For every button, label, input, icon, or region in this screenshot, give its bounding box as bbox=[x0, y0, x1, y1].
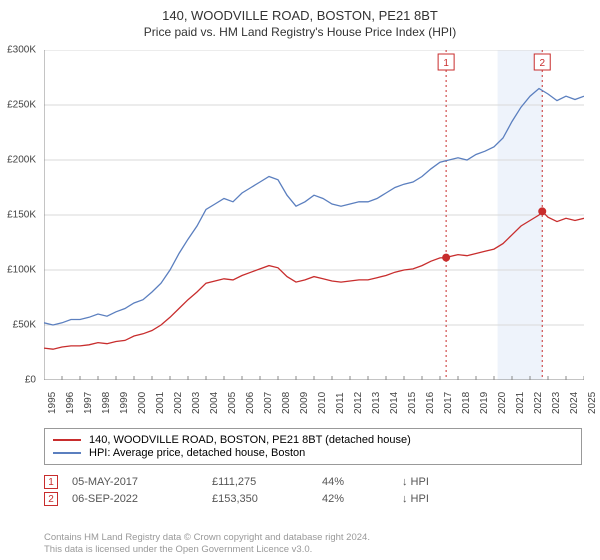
data-row-1: 1 05-MAY-2017 £111,275 44% ↓ HPI bbox=[44, 475, 582, 489]
x-tick-label: 2018 bbox=[461, 392, 472, 414]
legend-item-property: 140, WOODVILLE ROAD, BOSTON, PE21 8BT (d… bbox=[53, 434, 573, 446]
y-axis: £0£50K£100K£150K£200K£250K£300K bbox=[0, 50, 40, 380]
x-tick-label: 2025 bbox=[587, 392, 598, 414]
x-tick-label: 2010 bbox=[317, 392, 328, 414]
x-tick-label: 2005 bbox=[227, 392, 238, 414]
x-tick-label: 2011 bbox=[335, 392, 346, 414]
x-tick-label: 2023 bbox=[551, 392, 562, 414]
marker-badge-2: 2 bbox=[44, 492, 58, 506]
y-tick-label: £300K bbox=[7, 45, 36, 56]
svg-text:2: 2 bbox=[539, 58, 545, 69]
data-pct-2: 42% bbox=[322, 493, 402, 505]
legend-swatch-property bbox=[53, 439, 81, 441]
x-tick-label: 2020 bbox=[497, 392, 508, 414]
x-axis: 1995 1996 1997 1998 1999 2000 2001 2002 2003 2004… bbox=[44, 384, 584, 424]
x-tick-label: 2024 bbox=[569, 392, 580, 414]
x-tick-label: 1998 bbox=[101, 392, 112, 414]
y-tick-label: £100K bbox=[7, 265, 36, 276]
data-row-2: 2 06-SEP-2022 £153,350 42% ↓ HPI bbox=[44, 492, 582, 506]
x-tick-label: 2014 bbox=[389, 392, 400, 414]
x-tick-label: 1996 bbox=[65, 392, 76, 414]
data-date-1: 05-MAY-2017 bbox=[72, 476, 212, 488]
plot-area: 12 bbox=[44, 50, 584, 380]
x-tick-label: 1997 bbox=[83, 392, 94, 414]
data-date-2: 06-SEP-2022 bbox=[72, 493, 212, 505]
marker-badge-1: 1 bbox=[44, 475, 58, 489]
x-tick-label: 2002 bbox=[173, 392, 184, 414]
chart-title: 140, WOODVILLE ROAD, BOSTON, PE21 8BT bbox=[0, 0, 600, 23]
attribution: Contains HM Land Registry data © Crown c… bbox=[44, 532, 370, 556]
data-direction-2: ↓ HPI bbox=[402, 493, 462, 505]
x-tick-label: 2015 bbox=[407, 392, 418, 414]
chart-container: 140, WOODVILLE ROAD, BOSTON, PE21 8BT Pr… bbox=[0, 0, 600, 560]
y-tick-label: £0 bbox=[25, 375, 36, 386]
x-tick-label: 2008 bbox=[281, 392, 292, 414]
x-tick-label: 2000 bbox=[137, 392, 148, 414]
x-tick-label: 2004 bbox=[209, 392, 220, 414]
x-tick-label: 2012 bbox=[353, 392, 364, 414]
x-tick-label: 2016 bbox=[425, 392, 436, 414]
y-tick-label: £50K bbox=[13, 320, 36, 331]
data-direction-1: ↓ HPI bbox=[402, 476, 462, 488]
x-tick-label: 2017 bbox=[443, 392, 454, 414]
legend-label-property: 140, WOODVILLE ROAD, BOSTON, PE21 8BT (d… bbox=[89, 434, 411, 446]
attribution-line-2: This data is licensed under the Open Gov… bbox=[44, 544, 370, 556]
x-tick-label: 2019 bbox=[479, 392, 490, 414]
data-pct-1: 44% bbox=[322, 476, 402, 488]
marker-data-table: 1 05-MAY-2017 £111,275 44% ↓ HPI 2 06-SE… bbox=[44, 472, 582, 509]
svg-text:1: 1 bbox=[443, 58, 449, 69]
y-tick-label: £200K bbox=[7, 155, 36, 166]
x-tick-label: 2007 bbox=[263, 392, 274, 414]
legend-item-hpi: HPI: Average price, detached house, Bost… bbox=[53, 447, 573, 459]
chart-subtitle: Price paid vs. HM Land Registry's House … bbox=[0, 23, 600, 39]
x-tick-label: 2022 bbox=[533, 392, 544, 414]
y-tick-label: £250K bbox=[7, 100, 36, 111]
legend-swatch-hpi bbox=[53, 452, 81, 454]
x-tick-label: 2021 bbox=[515, 392, 526, 414]
x-tick-label: 1999 bbox=[119, 392, 130, 414]
x-tick-label: 2013 bbox=[371, 392, 382, 414]
data-price-1: £111,275 bbox=[212, 476, 322, 488]
x-tick-label: 2009 bbox=[299, 392, 310, 414]
attribution-line-1: Contains HM Land Registry data © Crown c… bbox=[44, 532, 370, 544]
legend: 140, WOODVILLE ROAD, BOSTON, PE21 8BT (d… bbox=[44, 428, 582, 465]
x-tick-label: 2003 bbox=[191, 392, 202, 414]
chart-svg: 12 bbox=[44, 50, 584, 380]
data-price-2: £153,350 bbox=[212, 493, 322, 505]
x-tick-label: 2006 bbox=[245, 392, 256, 414]
x-tick-label: 1995 bbox=[47, 392, 58, 414]
y-tick-label: £150K bbox=[7, 210, 36, 221]
legend-label-hpi: HPI: Average price, detached house, Bost… bbox=[89, 447, 305, 459]
x-tick-label: 2001 bbox=[155, 392, 166, 414]
